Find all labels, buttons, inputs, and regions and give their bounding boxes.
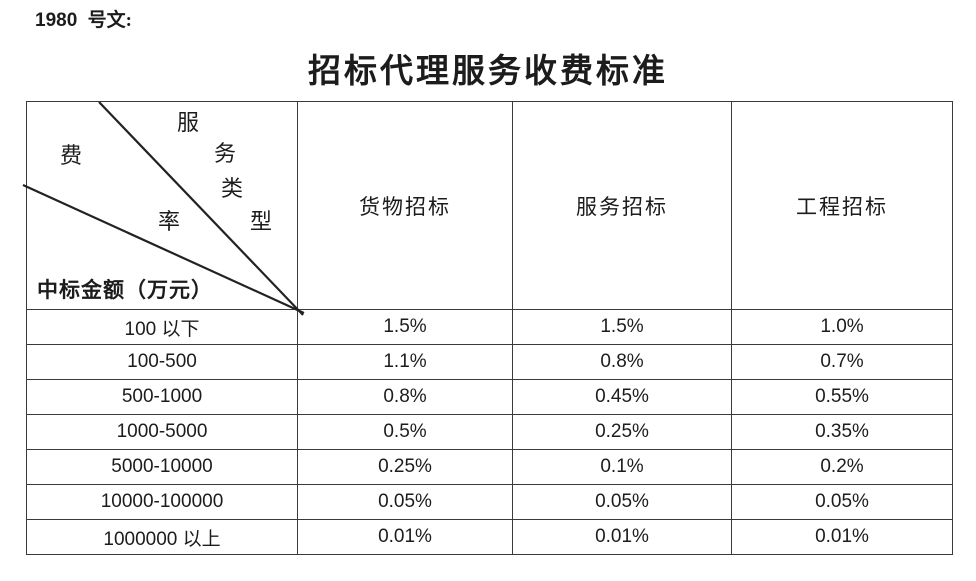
fee-value: 0.05%: [297, 484, 513, 520]
fee-value: 1.5%: [297, 309, 513, 345]
doc-number-value: 1980: [35, 10, 78, 31]
column-header-goods: 货物招标: [297, 101, 513, 310]
table-row: 100 以下 1.5% 1.5% 1.0%: [26, 309, 953, 345]
fee-value: 0.25%: [297, 449, 513, 485]
fee-value: 0.55%: [731, 379, 953, 415]
table-row: 1000-5000 0.5% 0.25% 0.35%: [26, 414, 953, 450]
row-label: 1000-5000: [26, 414, 298, 450]
doc-number-line: 1980 号文:: [35, 5, 132, 32]
fee-value: 0.25%: [512, 414, 732, 450]
fee-value: 0.05%: [512, 484, 732, 520]
fee-value: 0.5%: [297, 414, 513, 450]
diagonal-divider-lines-icon: [22, 101, 305, 316]
table-row: 10000-100000 0.05% 0.05% 0.05%: [26, 484, 953, 520]
row-label: 100 以下: [26, 309, 298, 345]
fee-value: 1.0%: [731, 309, 953, 345]
row-label: 1000000 以上: [26, 519, 298, 555]
corner-type-char-4: 型: [250, 209, 273, 234]
fee-value: 0.35%: [731, 414, 953, 450]
fee-value: 0.8%: [297, 379, 513, 415]
row-label: 10000-100000: [26, 484, 298, 520]
fee-value: 0.01%: [512, 519, 732, 555]
table-row: 1000000 以上 0.01% 0.01% 0.01%: [26, 519, 953, 555]
fee-value: 0.2%: [731, 449, 953, 485]
diagonal-corner-content: 服 务 类 型 费 率 中标金额（万元）: [22, 101, 305, 316]
row-label: 100-500: [26, 344, 298, 380]
fee-value: 1.1%: [297, 344, 513, 380]
fee-value: 0.7%: [731, 344, 953, 380]
page-title: 招标代理服务收费标准: [308, 54, 668, 90]
corner-amount-label: 中标金额（万元）: [37, 278, 213, 302]
table-header-row: 服 务 类 型 费 率 中标金额（万元） 货物招标 服务招标 工程招标: [22, 101, 953, 316]
column-header-engineering: 工程招标: [731, 101, 953, 310]
fee-value: 0.45%: [512, 379, 732, 415]
table-row: 5000-10000 0.25% 0.1% 0.2%: [26, 449, 953, 485]
table-row: 500-1000 0.8% 0.45% 0.55%: [26, 379, 953, 415]
corner-rate-char-2: 率: [158, 209, 181, 234]
fee-table: 服 务 类 型 费 率 中标金额（万元） 货物招标 服务招标 工程招标 100 …: [22, 101, 953, 555]
fee-value: 0.8%: [512, 344, 732, 380]
doc-number-suffix: 号文:: [87, 10, 132, 31]
table-row: 100-500 1.1% 0.8% 0.7%: [26, 344, 953, 380]
corner-rate-char-1: 费: [60, 143, 83, 168]
fee-value: 0.01%: [297, 519, 513, 555]
fee-value: 1.5%: [512, 309, 732, 345]
row-label: 5000-10000: [26, 449, 298, 485]
column-header-services: 服务招标: [512, 101, 732, 310]
corner-type-char-2: 务: [214, 141, 237, 166]
row-label: 500-1000: [26, 379, 298, 415]
fee-value: 0.05%: [731, 484, 953, 520]
corner-type-char-3: 类: [221, 176, 244, 201]
diagonal-corner-cell: 服 务 类 型 费 率 中标金额（万元）: [22, 101, 305, 316]
corner-type-char-1: 服: [177, 110, 200, 135]
fee-value: 0.1%: [512, 449, 732, 485]
fee-value: 0.01%: [731, 519, 953, 555]
